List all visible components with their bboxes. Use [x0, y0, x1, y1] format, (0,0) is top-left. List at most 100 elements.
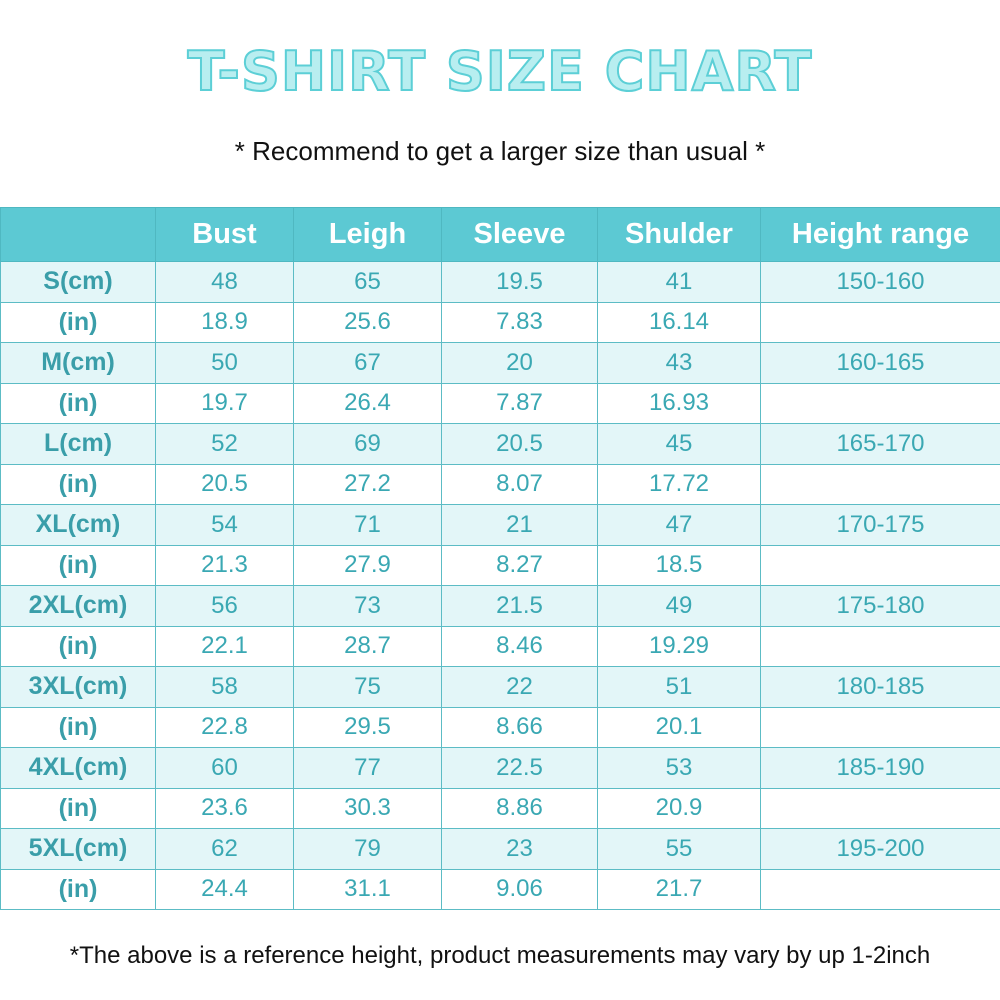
empty-cell [760, 868, 1000, 910]
cell: 22.5 [441, 747, 598, 789]
cell: 41 [597, 261, 761, 303]
cell: 22.1 [155, 625, 294, 667]
cell: 79 [293, 828, 442, 870]
empty-cell [760, 463, 1000, 505]
cell: 73 [293, 585, 442, 627]
table-row: (in) 24.4 31.1 9.06 21.7 [0, 868, 1000, 910]
table-row: (in) 22.1 28.7 8.46 19.29 [0, 625, 1000, 667]
table-row: 2XL(cm) 56 73 21.5 49 175-180 [0, 585, 1000, 627]
cell: 21 [441, 504, 598, 546]
subtitle: * Recommend to get a larger size than us… [234, 136, 766, 166]
cell: 67 [293, 342, 442, 384]
cell: 8.46 [441, 625, 598, 667]
cell: 75 [293, 666, 442, 708]
cell: 16.14 [597, 301, 761, 343]
row-label: (in) [0, 625, 156, 667]
row-label: (in) [0, 787, 156, 829]
cell: 53 [597, 747, 761, 789]
cell: 160-165 [760, 342, 1000, 384]
cell: 7.87 [441, 382, 598, 424]
table-row: 4XL(cm) 60 77 22.5 53 185-190 [0, 747, 1000, 789]
cell: 62 [155, 828, 294, 870]
cell: 27.9 [293, 544, 442, 586]
column-header: Leigh [293, 207, 442, 262]
cell: 18.9 [155, 301, 294, 343]
table-row: (in) 19.7 26.4 7.87 16.93 [0, 382, 1000, 424]
row-label: L(cm) [0, 423, 156, 465]
empty-cell [760, 706, 1000, 748]
footnote: *The above is a reference height, produc… [69, 942, 931, 969]
cell: 185-190 [760, 747, 1000, 789]
row-label: (in) [0, 706, 156, 748]
empty-cell [760, 382, 1000, 424]
cell: 55 [597, 828, 761, 870]
cell: 20.1 [597, 706, 761, 748]
cell: 49 [597, 585, 761, 627]
row-label: (in) [0, 301, 156, 343]
cell: 50 [155, 342, 294, 384]
cell: 21.7 [597, 868, 761, 910]
cell: 69 [293, 423, 442, 465]
cell: 165-170 [760, 423, 1000, 465]
cell: 30.3 [293, 787, 442, 829]
cell: 43 [597, 342, 761, 384]
cell: 170-175 [760, 504, 1000, 546]
cell: 23 [441, 828, 598, 870]
empty-cell [760, 301, 1000, 343]
table-row: (in) 20.5 27.2 8.07 17.72 [0, 463, 1000, 505]
empty-cell [760, 544, 1000, 586]
cell: 71 [293, 504, 442, 546]
table-row: S(cm) 48 65 19.5 41 150-160 [0, 261, 1000, 303]
cell: 27.2 [293, 463, 442, 505]
cell: 48 [155, 261, 294, 303]
cell: 29.5 [293, 706, 442, 748]
empty-cell [760, 787, 1000, 829]
cell: 18.5 [597, 544, 761, 586]
cell: 16.93 [597, 382, 761, 424]
row-label: (in) [0, 382, 156, 424]
cell: 52 [155, 423, 294, 465]
cell: 8.07 [441, 463, 598, 505]
table-row: 5XL(cm) 62 79 23 55 195-200 [0, 828, 1000, 870]
cell: 19.5 [441, 261, 598, 303]
table-row: 3XL(cm) 58 75 22 51 180-185 [0, 666, 1000, 708]
cell: 47 [597, 504, 761, 546]
cell: 31.1 [293, 868, 442, 910]
cell: 180-185 [760, 666, 1000, 708]
cell: 17.72 [597, 463, 761, 505]
column-header: Sleeve [441, 207, 598, 262]
row-label: 3XL(cm) [0, 666, 156, 708]
cell: 60 [155, 747, 294, 789]
cell: 20.5 [441, 423, 598, 465]
cell: 23.6 [155, 787, 294, 829]
row-label: 4XL(cm) [0, 747, 156, 789]
row-label: M(cm) [0, 342, 156, 384]
cell: 65 [293, 261, 442, 303]
column-header: Height range [760, 207, 1000, 262]
cell: 77 [293, 747, 442, 789]
column-header: Shulder [597, 207, 761, 262]
row-label: (in) [0, 868, 156, 910]
cell: 8.86 [441, 787, 598, 829]
table-row: (in) 22.8 29.5 8.66 20.1 [0, 706, 1000, 748]
cell: 21.3 [155, 544, 294, 586]
cell: 24.4 [155, 868, 294, 910]
table-row: (in) 21.3 27.9 8.27 18.5 [0, 544, 1000, 586]
cell: 54 [155, 504, 294, 546]
column-header: Bust [155, 207, 294, 262]
row-label: 2XL(cm) [0, 585, 156, 627]
cell: 150-160 [760, 261, 1000, 303]
cell: 9.06 [441, 868, 598, 910]
table-row: (in) 18.9 25.6 7.83 16.14 [0, 301, 1000, 343]
row-label: (in) [0, 463, 156, 505]
empty-cell [760, 625, 1000, 667]
cell: 56 [155, 585, 294, 627]
header-row: Bust Leigh Sleeve Shulder Height range [0, 207, 1000, 262]
table-row: L(cm) 52 69 20.5 45 165-170 [0, 423, 1000, 465]
size-table: Bust Leigh Sleeve Shulder Height range S(cm)… [0, 207, 1000, 910]
cell: 175-180 [760, 585, 1000, 627]
cell: 20 [441, 342, 598, 384]
cell: 21.5 [441, 585, 598, 627]
row-label: XL(cm) [0, 504, 156, 546]
cell: 51 [597, 666, 761, 708]
